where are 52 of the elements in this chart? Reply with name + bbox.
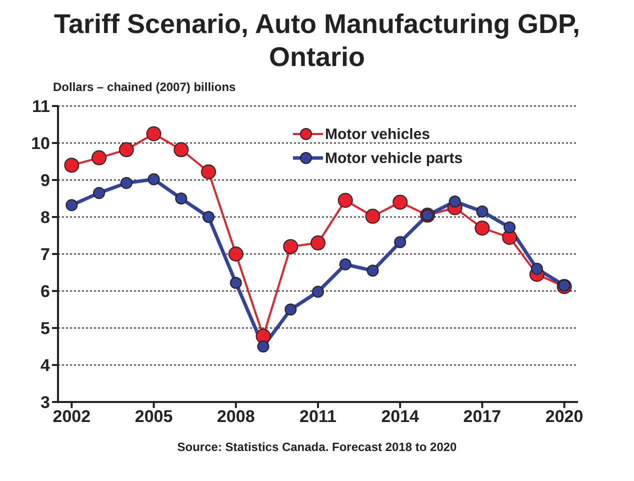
point (146, 126, 162, 142)
point (66, 199, 78, 212)
point (202, 211, 215, 223)
x-tick-label: 2017 (463, 407, 502, 426)
point (310, 235, 326, 250)
point (392, 194, 408, 210)
point (257, 340, 270, 352)
point (476, 205, 488, 218)
x-tick-label: 2020 (545, 407, 584, 426)
y-tick-label: 4 (40, 356, 51, 376)
x-tick-label: 2014 (381, 407, 420, 426)
point (394, 236, 406, 248)
point (283, 239, 298, 254)
y-tick-label: 7 (40, 245, 50, 264)
point (93, 186, 106, 199)
point (366, 264, 379, 277)
point (118, 142, 134, 158)
point (339, 258, 352, 270)
y-tick-label: 11 (32, 97, 50, 116)
y-tick-label: 5 (40, 319, 50, 338)
x-tick-label: 2002 (52, 407, 91, 426)
point (64, 158, 80, 173)
point (230, 276, 242, 289)
point (530, 262, 543, 275)
x-tick-label: 2005 (134, 407, 173, 426)
y-axis-title: Dollars – chained (2007) billions (53, 80, 237, 94)
x-tick-label: 2008 (216, 407, 255, 426)
point (558, 279, 570, 292)
y-tick-label: 6 (40, 282, 50, 302)
y-tick-label: 9 (40, 171, 50, 190)
point (474, 220, 490, 236)
x-tick-label: 2011 (300, 407, 336, 426)
y-tick-label: 8 (40, 208, 50, 228)
point (448, 195, 461, 208)
source-note: Source: Statistics Canada. Forecast 2018 to 2020 (176, 440, 458, 454)
legend-label: Motor vehicle parts (325, 150, 463, 166)
point (174, 142, 189, 158)
point (338, 192, 353, 208)
y-tick-label: 10 (31, 134, 50, 154)
point (504, 221, 516, 234)
point (201, 164, 216, 180)
point (228, 246, 244, 262)
point (365, 208, 380, 224)
point (148, 173, 160, 186)
point (284, 304, 297, 316)
point (175, 192, 188, 204)
y-tick-label: 3 (40, 393, 50, 412)
point (312, 286, 324, 298)
point (120, 176, 132, 189)
point (92, 150, 107, 166)
legend-label: Motor vehicles (325, 126, 430, 142)
chart-title: Tariff Scenario, Auto Manufacturing GDP, Ontario (52, 8, 582, 74)
